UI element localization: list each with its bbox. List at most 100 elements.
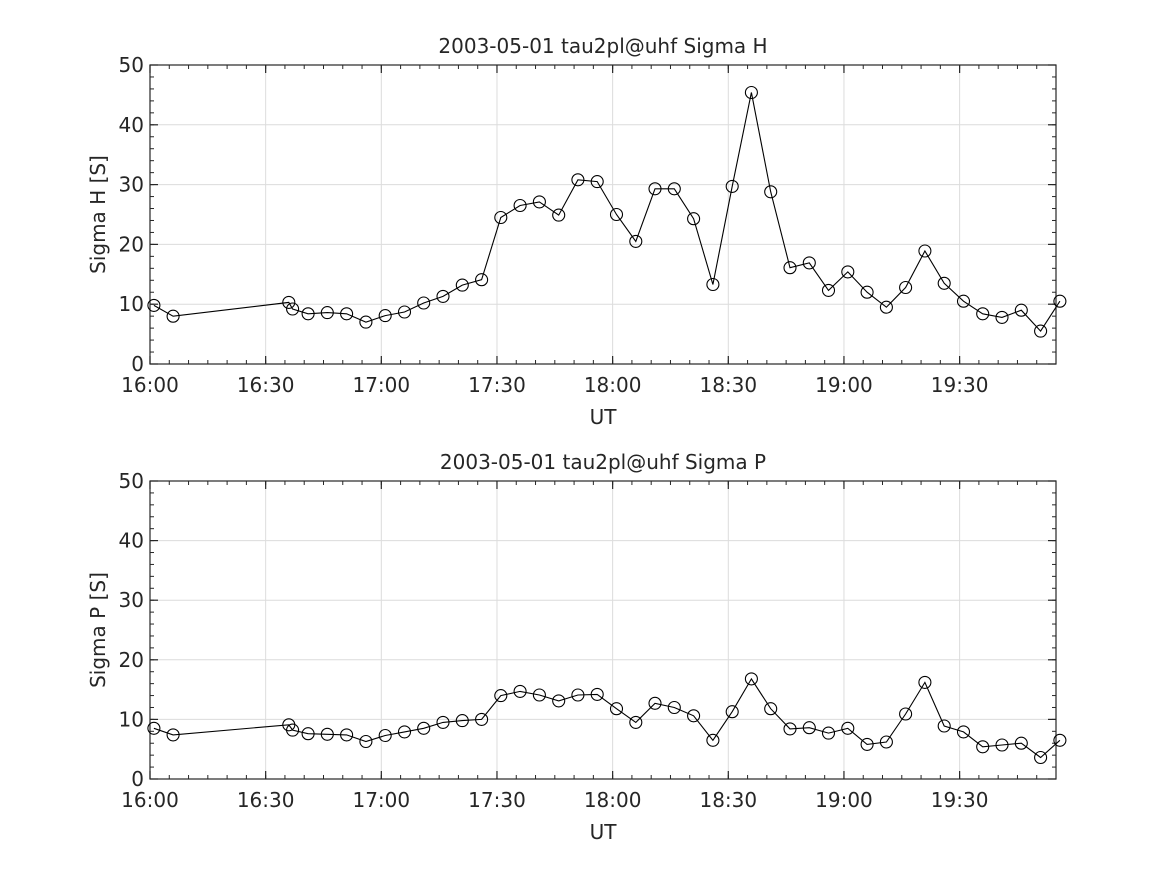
x-axis-label: UT bbox=[590, 405, 618, 429]
data-point bbox=[609, 207, 624, 222]
x-tick-label: 16:30 bbox=[237, 788, 295, 812]
data-point bbox=[286, 723, 300, 737]
x-tick-label: 17:30 bbox=[468, 373, 526, 397]
data-point bbox=[320, 727, 334, 741]
y-tick-label: 20 bbox=[119, 648, 144, 672]
y-tick-label: 10 bbox=[119, 292, 144, 316]
x-tick-label: 18:30 bbox=[699, 788, 757, 812]
data-point bbox=[571, 688, 585, 702]
x-tick-label: 17:00 bbox=[352, 373, 410, 397]
data-point bbox=[590, 175, 604, 189]
data-point bbox=[783, 261, 797, 275]
data-point bbox=[918, 675, 932, 689]
data-point bbox=[532, 195, 546, 209]
data-point bbox=[436, 715, 450, 729]
data-point bbox=[976, 307, 990, 321]
y-tick-label: 30 bbox=[119, 588, 144, 612]
data-point bbox=[956, 725, 971, 739]
data-point bbox=[629, 715, 643, 729]
x-tick-label: 16:00 bbox=[121, 373, 179, 397]
data-markers bbox=[147, 672, 1067, 765]
axis-ticks: 16:00 16:30 17:00 17:30 18:00 18:30 19:00 19:30… bbox=[119, 469, 1057, 812]
y-tick-label: 10 bbox=[119, 707, 144, 731]
x-tick-label: 18:00 bbox=[584, 373, 642, 397]
data-point bbox=[397, 725, 412, 739]
data-point bbox=[166, 309, 180, 323]
data-point bbox=[571, 173, 585, 187]
data-point bbox=[648, 182, 662, 196]
data-point bbox=[552, 208, 566, 222]
data-point bbox=[629, 234, 643, 248]
data-point bbox=[937, 719, 951, 733]
data-point bbox=[802, 721, 816, 735]
data-point bbox=[860, 285, 874, 299]
data-point bbox=[783, 722, 797, 736]
data-point bbox=[340, 728, 354, 742]
grid bbox=[149, 64, 1056, 365]
x-tick-label: 17:00 bbox=[352, 788, 410, 812]
data-point bbox=[378, 309, 392, 323]
x-tick-label: 19:30 bbox=[931, 373, 989, 397]
y-tick-label: 40 bbox=[119, 529, 144, 553]
data-point bbox=[802, 256, 816, 270]
data-point bbox=[744, 672, 758, 686]
data-point bbox=[821, 283, 836, 297]
data-point bbox=[609, 702, 624, 716]
data-point bbox=[475, 712, 489, 726]
data-point bbox=[706, 733, 720, 747]
data-point bbox=[1034, 750, 1048, 765]
y-tick-label: 20 bbox=[119, 232, 144, 256]
data-point bbox=[667, 700, 681, 715]
data-point bbox=[494, 689, 508, 703]
axes-frame bbox=[149, 64, 1057, 365]
data-point bbox=[879, 300, 893, 314]
data-point bbox=[1014, 736, 1028, 750]
data-point bbox=[475, 273, 489, 287]
x-tick-label: 19:00 bbox=[815, 373, 873, 397]
y-tick-label: 40 bbox=[119, 113, 144, 137]
data-point bbox=[455, 278, 469, 292]
y-axis-label: Sigma H [S] bbox=[86, 155, 110, 274]
data-point bbox=[147, 298, 161, 312]
data-point bbox=[937, 276, 951, 290]
y-tick-label: 50 bbox=[119, 53, 144, 77]
y-tick-label: 50 bbox=[119, 469, 144, 493]
data-point bbox=[725, 179, 739, 193]
data-point bbox=[899, 707, 913, 721]
x-tick-label: 19:30 bbox=[931, 788, 989, 812]
data-point bbox=[532, 688, 546, 702]
x-tick-label: 18:30 bbox=[699, 373, 757, 397]
data-point bbox=[397, 305, 412, 319]
data-point bbox=[417, 296, 431, 310]
data-point bbox=[687, 709, 701, 723]
data-point bbox=[513, 198, 527, 213]
data-point bbox=[821, 726, 836, 740]
data-point bbox=[417, 721, 431, 735]
data-point bbox=[687, 212, 701, 226]
data-point bbox=[590, 687, 604, 701]
y-tick-label: 30 bbox=[119, 173, 144, 197]
data-point bbox=[436, 289, 450, 303]
x-tick-label: 16:00 bbox=[121, 788, 179, 812]
data-point bbox=[494, 210, 508, 225]
data-point bbox=[378, 728, 392, 743]
data-point bbox=[918, 244, 932, 258]
data-point bbox=[648, 696, 662, 710]
data-point bbox=[976, 740, 990, 754]
plot-sigma-p: 2003-05-01 tau2pl@uhf Sigma P 16:00 16:30… bbox=[86, 450, 1067, 844]
data-markers bbox=[147, 85, 1067, 338]
data-point bbox=[995, 738, 1009, 752]
data-point bbox=[282, 295, 296, 309]
x-tick-label: 16:30 bbox=[237, 373, 295, 397]
data-point bbox=[286, 302, 300, 316]
data-point bbox=[667, 182, 681, 196]
x-axis-label: UT bbox=[590, 820, 618, 844]
data-point bbox=[995, 310, 1009, 324]
data-point bbox=[725, 705, 739, 719]
data-point bbox=[744, 85, 758, 100]
data-point bbox=[860, 737, 874, 751]
data-point bbox=[513, 684, 527, 698]
x-tick-label: 18:00 bbox=[584, 788, 642, 812]
data-point bbox=[320, 306, 334, 320]
data-point bbox=[147, 721, 161, 735]
